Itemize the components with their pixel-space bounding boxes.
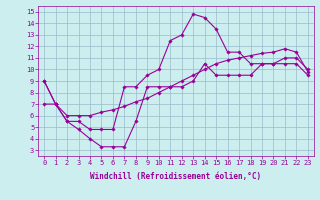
X-axis label: Windchill (Refroidissement éolien,°C): Windchill (Refroidissement éolien,°C) [91, 172, 261, 181]
